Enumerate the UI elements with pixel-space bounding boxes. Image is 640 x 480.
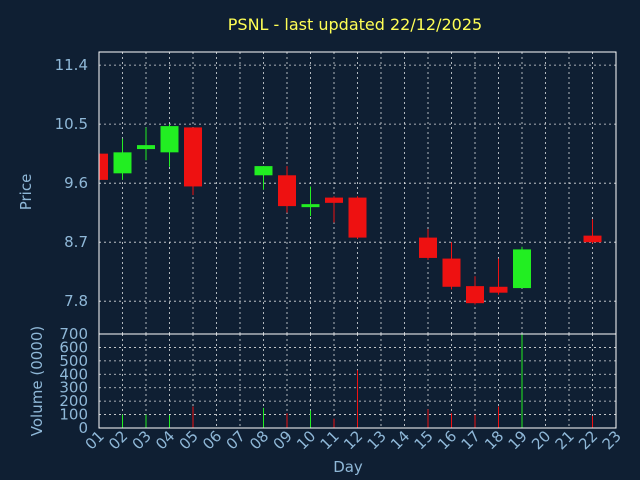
- x-tick: 10: [293, 427, 319, 453]
- volume-bars: [122, 334, 593, 428]
- volume-y-tick: 400: [59, 365, 88, 383]
- candle-body: [301, 204, 320, 208]
- volume-y-tick: 100: [59, 406, 88, 424]
- x-tick: 18: [481, 427, 507, 453]
- candle-body: [442, 258, 461, 287]
- volume-y-tick: 700: [59, 325, 88, 343]
- candle-body: [100, 153, 108, 180]
- candle-body: [513, 249, 531, 289]
- price-y-tick: 9.6: [64, 174, 88, 192]
- x-tick: 21: [552, 427, 578, 453]
- x-tick: 13: [364, 427, 390, 453]
- x-tick: 14: [387, 427, 413, 453]
- candle-body: [583, 235, 602, 243]
- price-y-tick: 10.5: [55, 115, 88, 133]
- price-grid: [99, 52, 616, 334]
- price-y-tick: 7.8: [64, 292, 88, 310]
- chart-title: PSNL - last updated 22/12/2025: [228, 15, 482, 34]
- x-tick: 09: [270, 427, 296, 453]
- volume-y-tick: 600: [59, 338, 88, 356]
- x-tick: 03: [129, 427, 155, 453]
- volume-plot-frame: [98, 333, 617, 429]
- price-candles: [99, 124, 602, 305]
- x-tick: 19: [505, 427, 531, 453]
- x-tick: 11: [317, 427, 343, 453]
- volume-y-tick: 200: [59, 392, 88, 410]
- x-tick: 06: [199, 427, 225, 453]
- candle-body: [137, 145, 155, 150]
- x-tick: 05: [176, 427, 202, 453]
- price-axis-label: Price: [17, 174, 35, 211]
- x-tick: 12: [340, 427, 366, 453]
- x-tick: 02: [105, 427, 131, 453]
- x-tick: 07: [223, 427, 249, 453]
- volume-axis-label: Volume (0000): [28, 326, 46, 436]
- candle-body: [113, 152, 132, 174]
- candle-body: [254, 166, 273, 176]
- price-y-tick: 11.4: [55, 56, 88, 74]
- volume-y-tick: 300: [59, 379, 88, 397]
- x-tick: 16: [434, 427, 460, 453]
- candle-body: [489, 286, 508, 293]
- price-y-tick-labels: 11.4 10.5 9.6 8.7 7.8: [55, 56, 88, 310]
- candle-body: [348, 197, 367, 238]
- price-y-tick: 8.7: [64, 233, 88, 251]
- candle-body: [419, 237, 437, 258]
- candle-body: [278, 175, 296, 207]
- x-tick: 20: [528, 427, 554, 453]
- x-tick: 08: [246, 427, 272, 453]
- x-tick: 04: [152, 427, 178, 453]
- candle-body: [325, 197, 343, 203]
- candle-body: [184, 127, 202, 187]
- x-tick-labels: 0102030405060708091011121314151617181920…: [82, 427, 625, 453]
- candle-body: [160, 126, 179, 153]
- x-axis-label: Day: [333, 458, 363, 476]
- x-tick: 23: [599, 427, 625, 453]
- x-tick: 15: [411, 427, 437, 453]
- volume-y-tick: 0: [78, 419, 88, 437]
- x-tick: 17: [458, 427, 484, 453]
- x-tick: 22: [575, 427, 601, 453]
- volume-y-tick: 500: [59, 352, 88, 370]
- candle-body: [466, 286, 484, 304]
